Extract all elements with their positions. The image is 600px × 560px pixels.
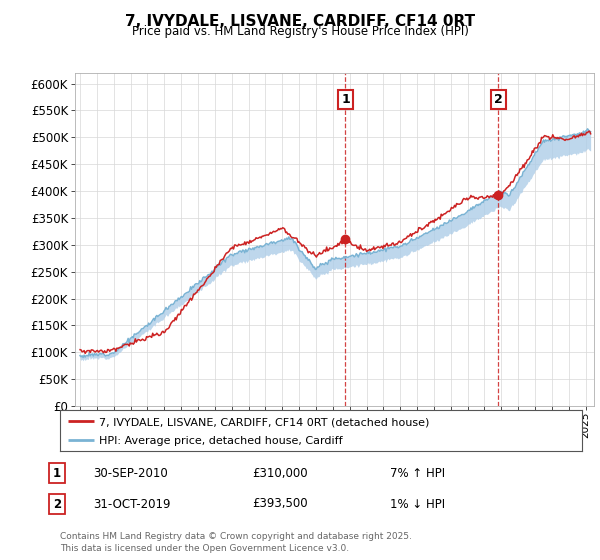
Text: 2: 2 <box>494 93 503 106</box>
Text: 7, IVYDALE, LISVANE, CARDIFF, CF14 0RT (detached house): 7, IVYDALE, LISVANE, CARDIFF, CF14 0RT (… <box>99 417 430 427</box>
Text: 7, IVYDALE, LISVANE, CARDIFF, CF14 0RT: 7, IVYDALE, LISVANE, CARDIFF, CF14 0RT <box>125 14 475 29</box>
Text: Contains HM Land Registry data © Crown copyright and database right 2025.
This d: Contains HM Land Registry data © Crown c… <box>60 533 412 553</box>
Text: Price paid vs. HM Land Registry's House Price Index (HPI): Price paid vs. HM Land Registry's House … <box>131 25 469 38</box>
Text: 30-SEP-2010: 30-SEP-2010 <box>93 466 168 480</box>
Text: 1: 1 <box>53 466 61 480</box>
Text: £393,500: £393,500 <box>252 497 308 511</box>
Text: 31-OCT-2019: 31-OCT-2019 <box>93 497 170 511</box>
Text: 7% ↑ HPI: 7% ↑ HPI <box>390 466 445 480</box>
Text: 1: 1 <box>341 93 350 106</box>
Text: £310,000: £310,000 <box>252 466 308 480</box>
Text: 2: 2 <box>53 497 61 511</box>
Text: 1% ↓ HPI: 1% ↓ HPI <box>390 497 445 511</box>
Text: HPI: Average price, detached house, Cardiff: HPI: Average price, detached house, Card… <box>99 436 343 446</box>
